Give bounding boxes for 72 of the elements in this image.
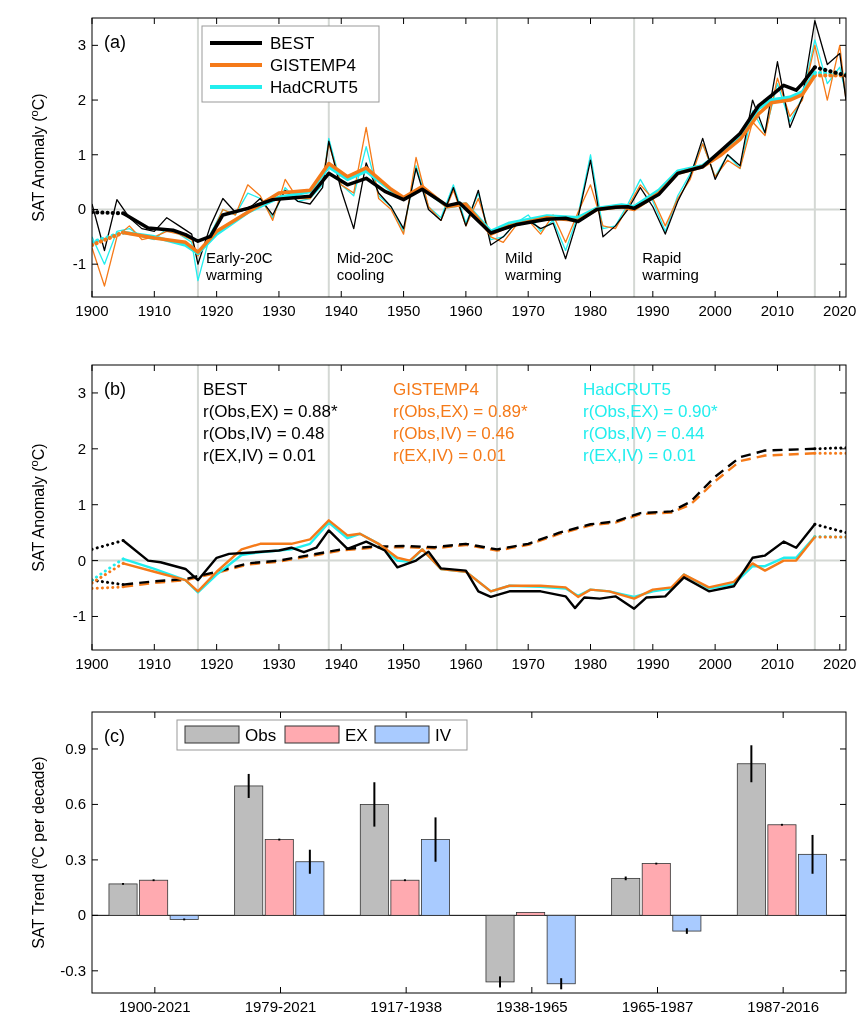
legend-label: IV xyxy=(435,726,452,745)
x-tick-label: 2000 xyxy=(698,655,732,672)
annotation: r(EX,IV) = 0.01 xyxy=(203,446,316,465)
y-tick-label: 0 xyxy=(77,551,86,569)
y-tick-label: 0.3 xyxy=(65,850,86,868)
x-tick-label: 1930 xyxy=(262,655,296,672)
annotation: BEST xyxy=(203,380,248,399)
x-tick-label: 2020 xyxy=(823,655,857,672)
x-tick-label: 1990 xyxy=(636,655,670,672)
ref-line-label: Early-20C warming xyxy=(204,249,273,283)
x-tick-label: 1950 xyxy=(386,302,421,319)
x-tick-label: 1970 xyxy=(511,655,545,672)
ref-line-label: Mild warming xyxy=(504,249,562,283)
y-tick-label: 2 xyxy=(77,439,86,457)
y-tick-label: 1 xyxy=(77,145,86,163)
y-tick-label: -1 xyxy=(72,255,86,273)
y-tick-label: 0 xyxy=(77,200,86,218)
annotation: HadCRUT5 xyxy=(583,380,671,399)
x-tick-label: 1980 xyxy=(573,302,608,319)
x-tick-label: 1960 xyxy=(449,655,483,672)
annotation: GISTEMP4 xyxy=(393,380,479,399)
x-tick-label: 1910 xyxy=(137,302,171,319)
x-tick-label: 1987-2016 xyxy=(747,998,820,1014)
x-tick-label: 1920 xyxy=(199,302,234,319)
annotation: r(Obs,EX) = 0.90* xyxy=(583,402,719,421)
annotation: (a) xyxy=(104,32,126,52)
x-tick-label: 2010 xyxy=(760,655,795,672)
annotation: r(Obs,IV) = 0.46 xyxy=(393,424,515,443)
x-tick-label: 1960 xyxy=(449,302,483,319)
x-tick-label: 1965-1987 xyxy=(621,998,694,1014)
x-tick-label: 1950 xyxy=(386,655,421,672)
y-tick-label: 0.9 xyxy=(65,739,86,757)
x-tick-label: 1917-1938 xyxy=(370,998,443,1014)
y-tick-label: 0.6 xyxy=(65,795,86,813)
ref-line-label: Rapid warming xyxy=(641,249,699,283)
x-tick-label: 1930 xyxy=(262,302,296,319)
annotation: r(Obs,IV) = 0.48 xyxy=(203,424,325,443)
y-tick-label: 1 xyxy=(77,495,86,513)
x-tick-label: 1900-2021 xyxy=(118,998,191,1014)
annotation: r(Obs,EX) = 0.89* xyxy=(393,402,529,421)
x-tick-label: 1979-2021 xyxy=(244,998,317,1014)
annotation: (b) xyxy=(104,379,126,399)
x-tick-label: 1940 xyxy=(324,302,358,319)
annotation: r(Obs,IV) = 0.44 xyxy=(583,424,705,443)
x-tick-label: 1970 xyxy=(511,302,545,319)
annotation: r(EX,IV) = 0.01 xyxy=(393,446,506,465)
ref-line-label: Mid-20C cooling xyxy=(336,249,394,283)
y-tick-label: 3 xyxy=(77,383,86,401)
x-tick-label: 1940 xyxy=(324,655,358,672)
annotation: r(EX,IV) = 0.01 xyxy=(583,446,696,465)
y-tick-label: 3 xyxy=(77,36,86,54)
annotation: (c) xyxy=(104,726,125,746)
x-tick-label: 1900 xyxy=(75,302,109,319)
legend-label: EX xyxy=(345,726,368,745)
x-tick-label: 1990 xyxy=(636,302,670,319)
x-tick-label: 2020 xyxy=(823,302,857,319)
legend-label: GISTEMP4 xyxy=(270,56,356,75)
x-tick-label: 2010 xyxy=(760,302,795,319)
legend-label: BEST xyxy=(270,34,315,53)
x-tick-label: 1920 xyxy=(199,655,234,672)
y-tick-label: -0.3 xyxy=(60,961,86,979)
x-tick-label: 1938-1965 xyxy=(495,998,568,1014)
y-tick-label: -1 xyxy=(72,607,86,625)
x-tick-label: 1980 xyxy=(573,655,608,672)
y-tick-label: 0 xyxy=(77,906,86,924)
annotation: r(Obs,EX) = 0.88* xyxy=(203,402,339,421)
legend-label: Obs xyxy=(245,726,277,745)
y-tick-label: 2 xyxy=(77,91,86,109)
x-tick-label: 1900 xyxy=(75,655,109,672)
x-tick-label: 2000 xyxy=(698,302,732,319)
x-tick-label: 1910 xyxy=(137,655,171,672)
legend-label: HadCRUT5 xyxy=(270,78,358,97)
